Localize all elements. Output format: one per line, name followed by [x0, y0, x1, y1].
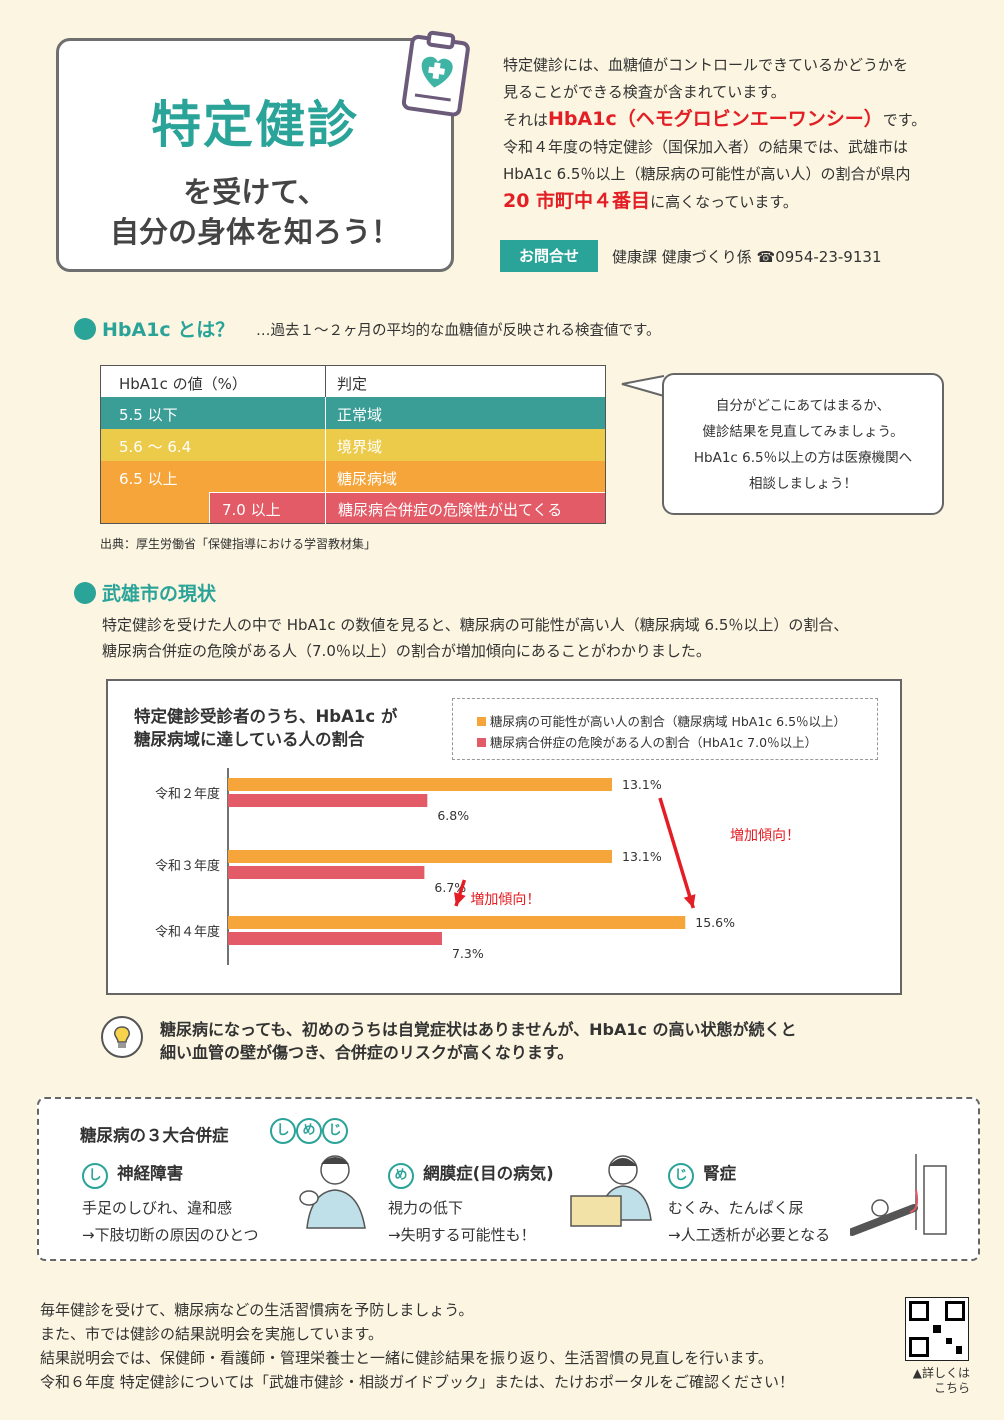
intro-line: 令和４年度の特定健診（国保加入者）の結果では、武雄市は [503, 138, 909, 156]
section-bullet-icon [74, 582, 96, 604]
title-box: 特定健診 を受けて、 自分の身体を知ろう！ [56, 38, 454, 272]
lightbulb-icon [101, 1016, 143, 1058]
data-label: 6.8% [437, 808, 469, 823]
dialysis-illustration [850, 1154, 947, 1236]
eye-trouble-person-illustration [570, 1155, 652, 1227]
data-label: 7.3% [452, 946, 484, 961]
bar [228, 932, 442, 945]
data-label: 13.1% [622, 777, 662, 792]
annotation-arrowhead [683, 894, 696, 908]
table-source: 出典：厚生労働省「保健指導における学習教材集」 [100, 537, 377, 551]
complication-item: め 網膜症(目の病気) 視力の低下 →失明する可能性も！ [388, 1163, 554, 1244]
bar [228, 794, 428, 807]
complication-item: じ 腎症 むくみ、たんぱく尿 →人工透析が必要となる [668, 1163, 831, 1244]
bar-chart: 令和２年度 13.1% 6.8% 令和３年度 13.1% 6.7% 令和４年度 15.6% 7.… [155, 768, 800, 965]
page-title: 特定健診 [151, 96, 359, 154]
table-header-value: HbA1c の値（%） [119, 375, 247, 393]
table-header: HbA1c の値（%） 判定 [101, 366, 605, 398]
hba1c-table: HbA1c の値（%） 判定 5.5 以下 正常域 5.6 ～ 6.4 境界域 … [100, 365, 606, 524]
current-paragraph: 特定健診を受けた人の中で HbA1c の数値を見ると、糖尿病の可能性が高い人（糖… [102, 616, 849, 660]
data-label: 6.7% [434, 880, 466, 895]
bar [228, 778, 612, 791]
bar [228, 850, 612, 863]
section-desc-hba1c: …過去１～２ヶ月の平均的な血糖値が反映される検査値です。 [256, 323, 661, 339]
complications-badges: しめじ [270, 1118, 348, 1144]
category-label: 令和２年度 [155, 786, 220, 802]
section-title-current: 武雄市の現状 [102, 583, 217, 605]
page-subtitle-1: を受けて、 [183, 175, 327, 209]
table-row: 5.6 ～ 6.4 境界域 [101, 429, 605, 461]
annotation-text: 増加傾向！ [730, 828, 800, 844]
intro-line: それはHbA1c（ヘモグロビンエーワンシー）です。 [503, 108, 927, 130]
chart-legend: 糖尿病の可能性が高い人の割合（糖尿病域 HbA1c 6.5％以上） 糖尿病合併症… [452, 698, 878, 760]
legend-item: 糖尿病合併症の危険がある人の割合（HbA1c 7.0％以上） [477, 732, 817, 751]
category-label: 令和３年度 [155, 858, 220, 874]
footer-text: 毎年健診を受けて、糖尿病などの生活習慣病を予防しましょう。 また、市では健診の結… [40, 1301, 795, 1391]
annotation-arrow [658, 797, 695, 909]
intro-text: 特定健診には、血糖値がコントロールできているかどうかを 見ることができる検査が含… [503, 52, 973, 216]
advice-bubble: 自分がどこにあてはまるか、 健診結果を見直してみましょう。 HbA1c 6.5％… [662, 373, 944, 515]
table-row: 5.5 以下 正常域 [101, 397, 605, 429]
chart-title: 特定健診受診者のうち、HbA1c が 糖尿病域に達している人の割合 [134, 707, 398, 749]
qr-code[interactable] [905, 1297, 969, 1361]
annotation-text: 増加傾向！ [470, 892, 540, 908]
data-label: 15.6% [695, 915, 735, 930]
annotation-arrowhead [454, 892, 466, 906]
rank-highlight: 20 市町中４番目 [503, 190, 651, 212]
bar [228, 916, 686, 929]
bubble-tail [621, 375, 665, 397]
category-label: 令和４年度 [155, 924, 220, 940]
hba1c-highlight: HbA1c（ヘモグロビンエーワンシー） [548, 108, 883, 130]
bar [228, 866, 425, 879]
clipboard-icon [401, 30, 470, 117]
contact-info: 健康課 健康づくり係 ☎0954-23-9131 [612, 248, 882, 266]
intro-line: 20 市町中４番目に高くなっています。 [503, 190, 798, 212]
intro-line: HbA1c 6.5％以上（糖尿病の可能性が高い人）の割合が県内 [503, 165, 911, 183]
table-header-judge: 判定 [337, 375, 368, 393]
legend-item: 糖尿病の可能性が高い人の割合（糖尿病域 HbA1c 6.5％以上） [477, 711, 846, 730]
contact-badge: お問合せ [500, 240, 598, 272]
intro-line: 見ることができる検査が含まれています。 [503, 83, 786, 101]
complication-item: し 神経障害 手足のしびれ、違和感 →下肢切断の原因のひとつ [82, 1163, 259, 1244]
intro-line: 特定健診には、血糖値がコントロールできているかどうかを [503, 56, 909, 74]
data-label: 13.1% [622, 849, 662, 864]
section-bullet-icon [74, 318, 96, 340]
tip-text: 糖尿病になっても、初めのうちは自覚症状はありませんが、HbA1c の高い状態が続… [160, 1020, 797, 1062]
page-subtitle-2: 自分の身体を知ろう！ [109, 215, 400, 249]
section-title-hba1c: HbA1c とは？ [102, 319, 235, 341]
complications-box [37, 1097, 980, 1261]
complications-title: 糖尿病の３大合併症 [80, 1126, 229, 1145]
numb-hands-person-illustration [299, 1155, 366, 1229]
qr-label: ▲詳しくは こちら [912, 1366, 970, 1395]
table-row: 7.0 以上 糖尿病合併症の危険性が出てくる [209, 492, 605, 524]
